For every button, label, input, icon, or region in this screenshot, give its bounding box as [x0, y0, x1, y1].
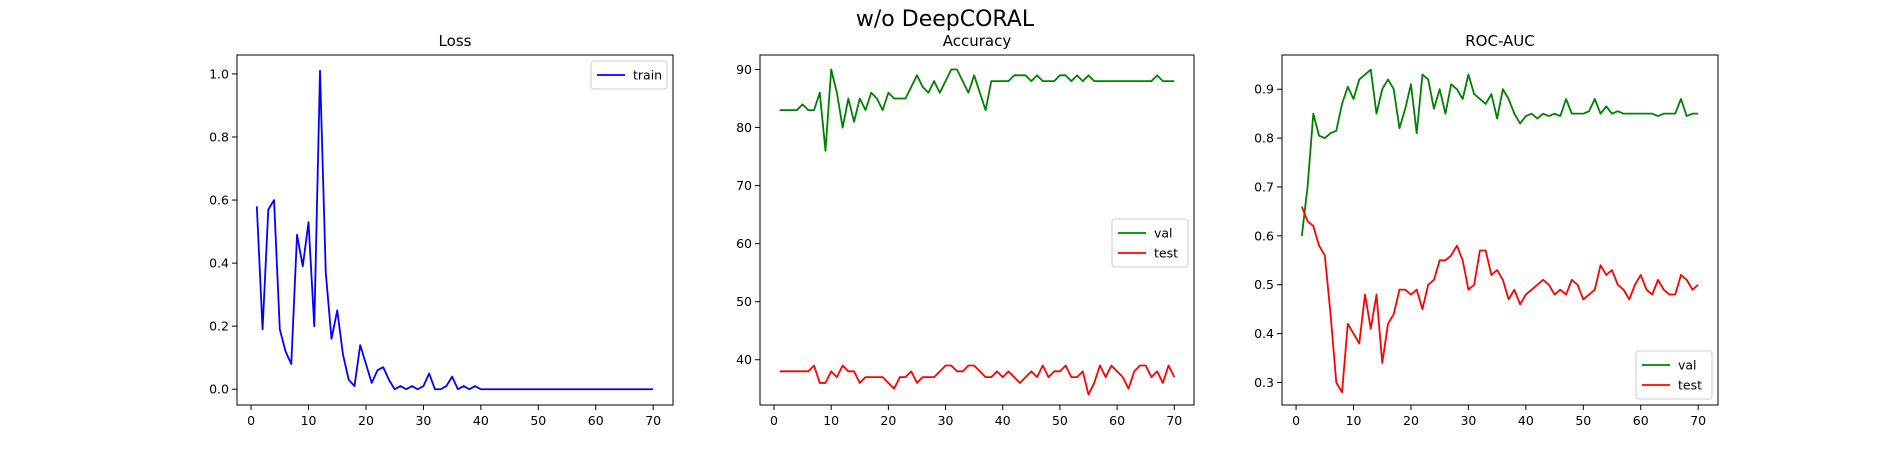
loss-x-tick-label: 0	[247, 413, 255, 428]
loss-series-train-line	[255, 69, 654, 391]
roc-auc-x-tick-label: 60	[1633, 413, 1649, 428]
loss-legend-label-train: train	[633, 68, 662, 83]
roc-auc-y-tick-label: 0.6	[1254, 228, 1274, 243]
loss-y-tick-label: 0.2	[209, 319, 229, 334]
loss-x-tick-label: 30	[415, 413, 431, 428]
accuracy-y-tick-label: 70	[736, 178, 752, 193]
accuracy-x-tick-label: 50	[1052, 413, 1068, 428]
roc-auc-legend-label-val: val	[1678, 358, 1697, 373]
loss-x-tick-label: 60	[588, 413, 604, 428]
accuracy-legend: val test	[1111, 218, 1189, 268]
loss-y-tick-label: 0.4	[209, 256, 229, 271]
loss-x-tick-label: 10	[301, 413, 317, 428]
loss-x-tick-label: 40	[473, 413, 489, 428]
accuracy-x-tick-label: 40	[995, 413, 1011, 428]
loss-plot-area: 0 10 20 30 40 50 60 70 0.0 0.2 0.4 0.6 0.8 1.0 train	[209, 54, 674, 428]
roc-auc-panel: ROC-AUC 0 10 20 30 40 50 60 70 0.3 0.4 0.5 0.6 0.7 0.…	[1254, 32, 1719, 428]
roc-auc-x-tick-label: 50	[1575, 413, 1591, 428]
loss-legend-box	[590, 60, 668, 90]
roc-auc-legend: val test	[1635, 350, 1713, 400]
roc-auc-y-tick-label: 0.8	[1254, 131, 1274, 146]
roc-auc-plot-area: 0 10 20 30 40 50 60 70 0.3 0.4 0.5 0.6 0.7 0.8 0.9 val t…	[1254, 54, 1719, 428]
roc-auc-legend-box	[1635, 350, 1713, 400]
roc-auc-x-tick-label: 0	[1292, 413, 1300, 428]
accuracy-legend-box	[1111, 218, 1189, 268]
accuracy-y-tick-label: 50	[736, 294, 752, 309]
accuracy-x-tick-label: 60	[1109, 413, 1125, 428]
roc-auc-y-tick-label: 0.4	[1254, 326, 1274, 341]
loss-panel: Loss 0 10 20 30 40 50 60 70 0.0 0.2 0.4 0.6 0.8 1.0 tr…	[209, 32, 674, 428]
accuracy-y-tick-label: 80	[736, 120, 752, 135]
roc-auc-panel-title: ROC-AUC	[1465, 32, 1535, 50]
loss-x-tick-label: 70	[645, 413, 661, 428]
roc-auc-x-tick-label: 40	[1518, 413, 1534, 428]
loss-x-tick-label: 50	[530, 413, 546, 428]
accuracy-y-tick-label: 60	[736, 236, 752, 251]
roc-auc-y-tick-label: 0.5	[1254, 277, 1274, 292]
roc-auc-y-tick-label: 0.3	[1254, 375, 1274, 390]
roc-auc-legend-label-test: test	[1678, 378, 1702, 393]
accuracy-x-tick-label: 30	[938, 413, 954, 428]
accuracy-x-tick-label: 70	[1166, 413, 1182, 428]
accuracy-series-val-line	[779, 68, 1175, 152]
accuracy-x-tick-label: 10	[823, 413, 839, 428]
loss-y-tick-label: 0.0	[209, 382, 229, 397]
loss-panel-title: Loss	[439, 32, 472, 50]
loss-x-tick-label: 20	[358, 413, 374, 428]
accuracy-x-tick-label: 0	[770, 413, 778, 428]
roc-auc-x-tick-label: 10	[1346, 413, 1362, 428]
loss-y-tick-label: 0.6	[209, 193, 229, 208]
loss-y-tick-label: 0.8	[209, 129, 229, 144]
roc-auc-axes-frame	[1281, 54, 1719, 406]
accuracy-x-tick-label: 20	[880, 413, 896, 428]
accuracy-axes-frame	[759, 54, 1195, 406]
accuracy-legend-label-val: val	[1154, 226, 1173, 241]
accuracy-y-tick-label: 40	[736, 352, 752, 367]
loss-legend: train	[590, 60, 668, 90]
accuracy-series-test-line	[779, 364, 1176, 396]
accuracy-panel: Accuracy 0 10 20 30 40 50 60 70 40 50 60 70 80 90 val t…	[736, 32, 1195, 428]
roc-auc-x-tick-label: 20	[1403, 413, 1419, 428]
accuracy-plot-area: 0 10 20 30 40 50 60 70 40 50 60 70 80 90 val test	[736, 54, 1195, 428]
roc-auc-y-tick-label: 0.9	[1254, 82, 1274, 97]
loss-axes-frame	[236, 54, 674, 406]
figure-title: w/o DeepCORAL	[856, 7, 1035, 32]
roc-auc-series-test-line	[1300, 206, 1699, 394]
accuracy-panel-title: Accuracy	[943, 32, 1012, 50]
accuracy-legend-label-test: test	[1154, 246, 1178, 261]
roc-auc-x-tick-label: 70	[1690, 413, 1706, 428]
loss-y-tick-label: 1.0	[209, 66, 229, 81]
roc-auc-x-tick-label: 30	[1460, 413, 1476, 428]
roc-auc-series-val-line	[1300, 68, 1699, 236]
accuracy-y-tick-label: 90	[736, 62, 752, 77]
roc-auc-y-tick-label: 0.7	[1254, 179, 1274, 194]
